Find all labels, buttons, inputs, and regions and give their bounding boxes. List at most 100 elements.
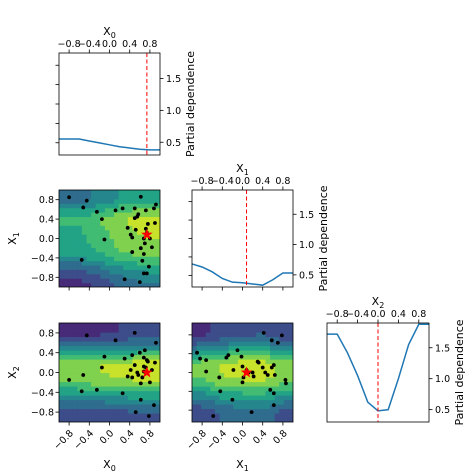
heat-cell (95, 323, 101, 329)
sample-point (154, 202, 158, 207)
heat-cell (141, 323, 147, 329)
heat-cell (283, 359, 290, 365)
heat-cell (118, 234, 124, 240)
heat-cell (72, 216, 78, 222)
heat-cell (95, 399, 101, 405)
heat-cell (68, 256, 74, 262)
heat-cell (283, 386, 290, 392)
heat-cell (63, 408, 69, 414)
heat-cell (127, 234, 134, 240)
heat-cell (205, 332, 211, 338)
heat-cell (100, 390, 106, 396)
heat-cell (214, 399, 221, 405)
heat-cell (63, 225, 69, 231)
heat-cell (150, 203, 157, 209)
heat-cell (100, 413, 106, 419)
heat-cell (68, 264, 74, 270)
heat-cell (260, 372, 267, 378)
sample-point (113, 208, 118, 213)
heat-cell (150, 256, 157, 262)
heat-cell (118, 264, 124, 270)
heat-cell (146, 399, 152, 405)
y-tick-label: −0.4 (31, 253, 54, 264)
heat-cell (224, 327, 230, 333)
heat-cell (274, 363, 280, 369)
heat-cell (205, 345, 211, 351)
heat-cell (141, 336, 147, 342)
heat-cell (123, 363, 129, 369)
heat-cell (68, 413, 74, 419)
heat-cell (118, 368, 124, 374)
heat-cell (114, 216, 120, 222)
heat-cell (118, 207, 124, 213)
heat-cell (242, 390, 248, 396)
heat-cell (104, 229, 111, 235)
heat-cell (279, 323, 285, 329)
heat-cell (210, 359, 216, 365)
y-tick-label: 1.0 (299, 240, 314, 251)
sample-point (211, 414, 216, 418)
x-tick-label: −0.4 (72, 428, 96, 452)
heat-cell (196, 345, 202, 351)
heat-cell (91, 242, 97, 248)
heat-cell (256, 399, 262, 405)
heat-cell (192, 354, 198, 360)
heat-cell (118, 359, 124, 365)
sample-point (122, 277, 127, 282)
heat-cell (118, 278, 124, 284)
y-tick-label: 1.5 (299, 210, 314, 221)
heat-cell (270, 413, 276, 419)
y-tick-label: 0.5 (166, 138, 181, 149)
heat-cell (237, 350, 244, 356)
heat-cell (247, 408, 253, 414)
heat-cell (260, 381, 267, 387)
heat-cell (72, 381, 78, 387)
heat-cell (100, 269, 106, 275)
heat-cell (137, 251, 143, 257)
heat-cell (141, 417, 147, 422)
heat-cell (104, 332, 111, 338)
heat-cell (63, 190, 69, 196)
heat-cell (270, 323, 276, 329)
heat-cell (104, 264, 111, 270)
heat-cell (68, 354, 74, 360)
heat-cell (72, 203, 78, 209)
heat-cell (210, 399, 216, 405)
heat-cell (214, 413, 221, 419)
sample-point (154, 340, 158, 345)
sample-point (279, 333, 284, 338)
heat-cell (68, 282, 74, 287)
y-tick-label: 0.5 (435, 405, 450, 416)
heat-cell (127, 363, 134, 369)
heat-cell (155, 242, 160, 248)
heat-cell (123, 242, 129, 248)
heat-cell (68, 190, 74, 196)
heat-cell (118, 282, 124, 287)
heat-cell (63, 242, 69, 248)
heat-cell (77, 190, 83, 196)
heat-cell (81, 345, 88, 351)
heat-cell (91, 354, 97, 360)
heat-cell (81, 269, 88, 275)
heat-cell (72, 368, 78, 374)
heat-cell (77, 207, 83, 213)
heat-cell (100, 260, 106, 266)
heat-cell (260, 408, 267, 414)
heat-cell (201, 404, 207, 410)
heat-cell (141, 345, 147, 351)
heat-cell (132, 395, 138, 401)
heat-cell (265, 404, 271, 410)
heat-cell (237, 390, 244, 396)
heat-cell (77, 242, 83, 248)
sample-point (230, 397, 235, 402)
heat-cell (192, 336, 198, 342)
heat-cell (288, 359, 293, 365)
heat-cell (123, 336, 129, 342)
heat-cell (251, 417, 257, 422)
heat-cell (63, 238, 69, 244)
heat-cell (68, 260, 74, 266)
heat-cell (118, 377, 124, 383)
heat-cell (155, 269, 160, 275)
heat-cell (150, 251, 157, 257)
heat-cell (279, 350, 285, 356)
